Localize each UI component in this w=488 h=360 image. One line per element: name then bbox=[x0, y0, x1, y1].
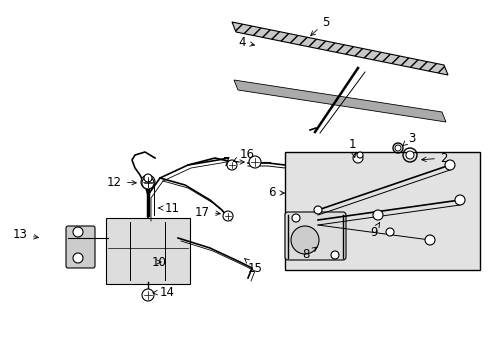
Circle shape bbox=[330, 251, 338, 259]
Text: 12: 12 bbox=[107, 175, 136, 189]
Circle shape bbox=[405, 151, 413, 159]
Text: 13: 13 bbox=[13, 229, 38, 242]
Circle shape bbox=[141, 175, 155, 189]
Text: 10: 10 bbox=[152, 256, 166, 269]
FancyBboxPatch shape bbox=[285, 212, 346, 260]
Text: 2: 2 bbox=[421, 152, 447, 165]
Circle shape bbox=[73, 253, 83, 263]
Text: 17: 17 bbox=[195, 206, 220, 219]
Circle shape bbox=[385, 228, 393, 236]
Circle shape bbox=[394, 145, 400, 151]
Text: 16: 16 bbox=[233, 148, 254, 162]
Text: 14: 14 bbox=[153, 285, 175, 298]
FancyBboxPatch shape bbox=[106, 218, 190, 284]
Circle shape bbox=[313, 206, 321, 214]
Circle shape bbox=[291, 214, 299, 222]
Circle shape bbox=[290, 226, 318, 254]
Text: 3: 3 bbox=[402, 131, 414, 146]
FancyBboxPatch shape bbox=[66, 226, 95, 268]
Circle shape bbox=[352, 153, 362, 163]
Circle shape bbox=[143, 174, 152, 182]
Text: 1: 1 bbox=[348, 139, 355, 157]
Circle shape bbox=[424, 235, 434, 245]
Text: 11: 11 bbox=[159, 202, 180, 215]
Circle shape bbox=[226, 160, 237, 170]
Text: 15: 15 bbox=[244, 258, 263, 274]
Circle shape bbox=[356, 152, 362, 158]
Text: 4: 4 bbox=[238, 36, 254, 49]
Circle shape bbox=[372, 210, 382, 220]
Circle shape bbox=[248, 156, 261, 168]
Text: 6: 6 bbox=[268, 186, 284, 199]
FancyBboxPatch shape bbox=[285, 152, 479, 270]
Circle shape bbox=[142, 289, 154, 301]
Text: 8: 8 bbox=[302, 247, 316, 261]
Circle shape bbox=[73, 227, 83, 237]
Text: 7: 7 bbox=[222, 156, 244, 168]
Polygon shape bbox=[231, 22, 447, 75]
Circle shape bbox=[223, 211, 232, 221]
Text: 5: 5 bbox=[310, 15, 329, 36]
Text: 9: 9 bbox=[369, 222, 379, 238]
Circle shape bbox=[142, 177, 154, 189]
Circle shape bbox=[444, 160, 454, 170]
Circle shape bbox=[454, 195, 464, 205]
Polygon shape bbox=[234, 80, 445, 122]
